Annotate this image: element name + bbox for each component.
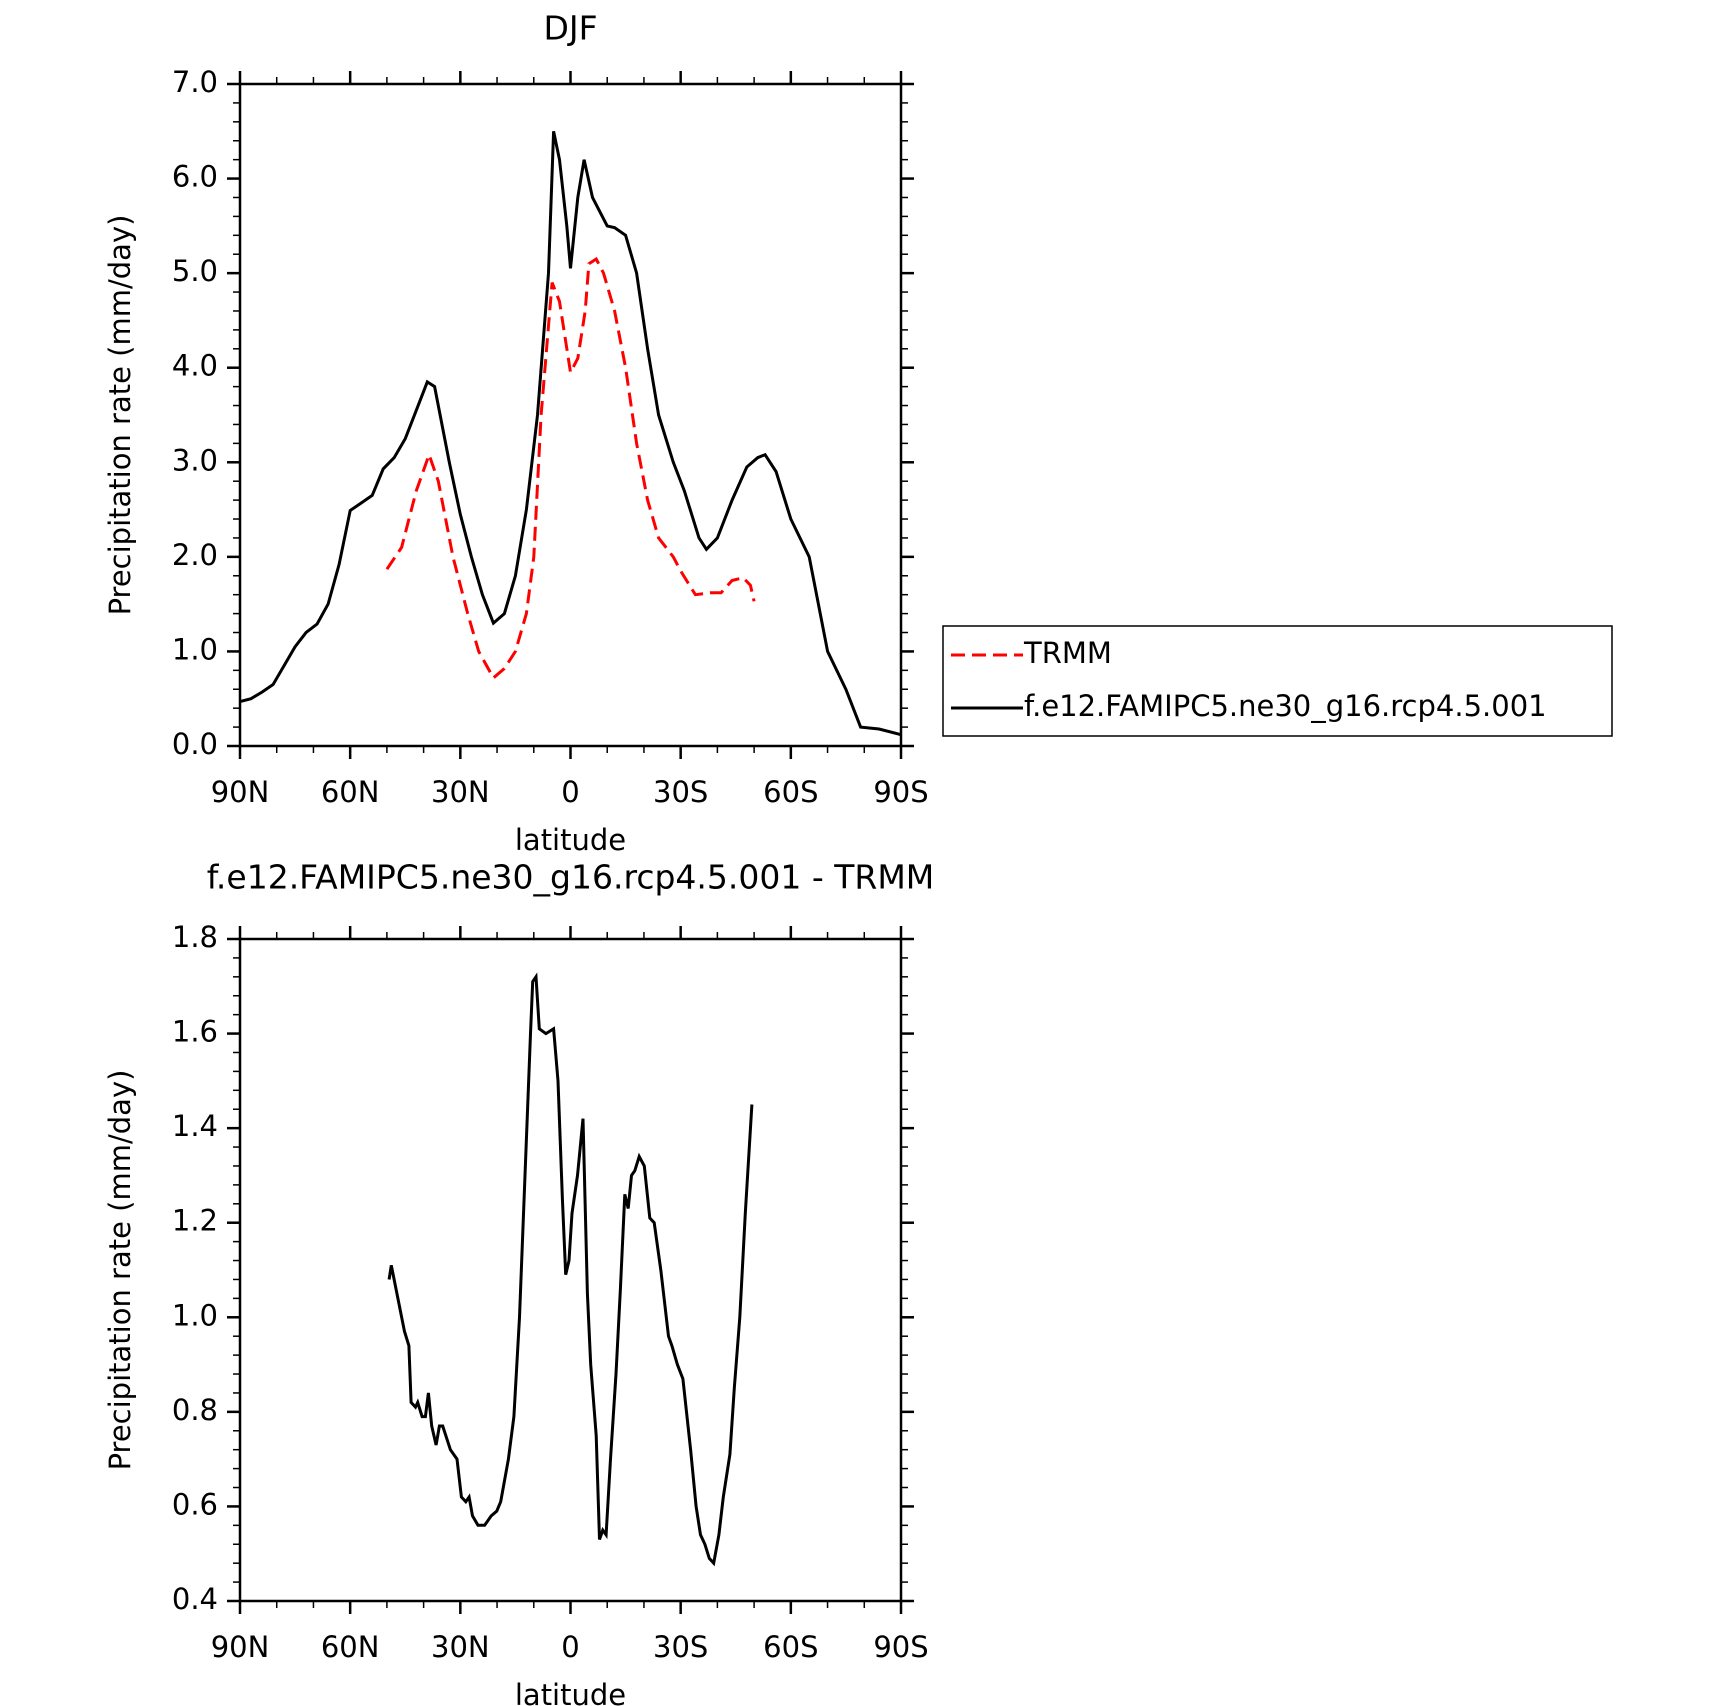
y-tick-label: 2.0	[172, 538, 218, 572]
x-axis-label: latitude	[515, 823, 626, 857]
x-tick-label: 0	[561, 1630, 579, 1664]
y-tick-label: 0.6	[172, 1487, 218, 1521]
y-axis-label: Precipitation rate (mm/day)	[103, 1070, 137, 1471]
y-tick-label: 0.8	[172, 1393, 218, 1427]
y-tick-label: 0.4	[172, 1582, 218, 1616]
x-tick-label: 90N	[211, 1630, 270, 1664]
x-tick-label: 90S	[873, 1630, 928, 1664]
x-tick-label: 60S	[763, 775, 818, 809]
x-tick-label: 60N	[321, 1630, 380, 1664]
legend-label: f.e12.FAMIPC5.ne30_g16.rcp4.5.001	[1024, 689, 1547, 723]
x-tick-label: 0	[561, 775, 579, 809]
x-tick-label: 90N	[211, 775, 270, 809]
y-tick-label: 4.0	[172, 349, 218, 383]
plot-frame	[238, 937, 903, 1603]
y-tick-label: 1.2	[172, 1204, 218, 1238]
y-tick-label: 1.0	[172, 1298, 218, 1332]
y-tick-label: 1.0	[172, 632, 218, 666]
y-tick-label: 7.0	[172, 65, 218, 99]
chart-title: DJF	[543, 9, 597, 48]
legend-label: TRMM	[1023, 636, 1112, 670]
data-line	[387, 972, 754, 1567]
x-tick-label: 30S	[653, 1630, 708, 1664]
y-tick-label: 1.4	[172, 1109, 218, 1143]
x-tick-label: 30N	[431, 1630, 490, 1664]
chart-title: f.e12.FAMIPC5.ne30_g16.rcp4.5.001 - TRMM	[207, 858, 935, 897]
y-tick-label: 1.6	[172, 1015, 218, 1049]
data-line	[239, 130, 902, 737]
x-tick-label: 30N	[431, 775, 490, 809]
x-tick-label: 60N	[321, 775, 380, 809]
plot-frame	[238, 82, 903, 748]
y-tick-label: 1.8	[172, 920, 218, 954]
x-tick-label: 60S	[763, 1630, 818, 1664]
legend-frame	[942, 625, 1613, 737]
y-tick-label: 0.0	[172, 727, 218, 761]
legend: TRMM f.e12.FAMIPC5.ne30_g16.rcp4.5.001	[942, 625, 1613, 737]
y-axis-label: Precipitation rate (mm/day)	[103, 215, 137, 616]
x-tick-label: 90S	[873, 775, 928, 809]
y-tick-label: 3.0	[172, 443, 218, 477]
x-axis-label: latitude	[515, 1678, 626, 1706]
data-line	[385, 256, 756, 681]
y-tick-label: 6.0	[172, 160, 218, 194]
x-tick-label: 30S	[653, 775, 708, 809]
y-tick-label: 5.0	[172, 254, 218, 288]
